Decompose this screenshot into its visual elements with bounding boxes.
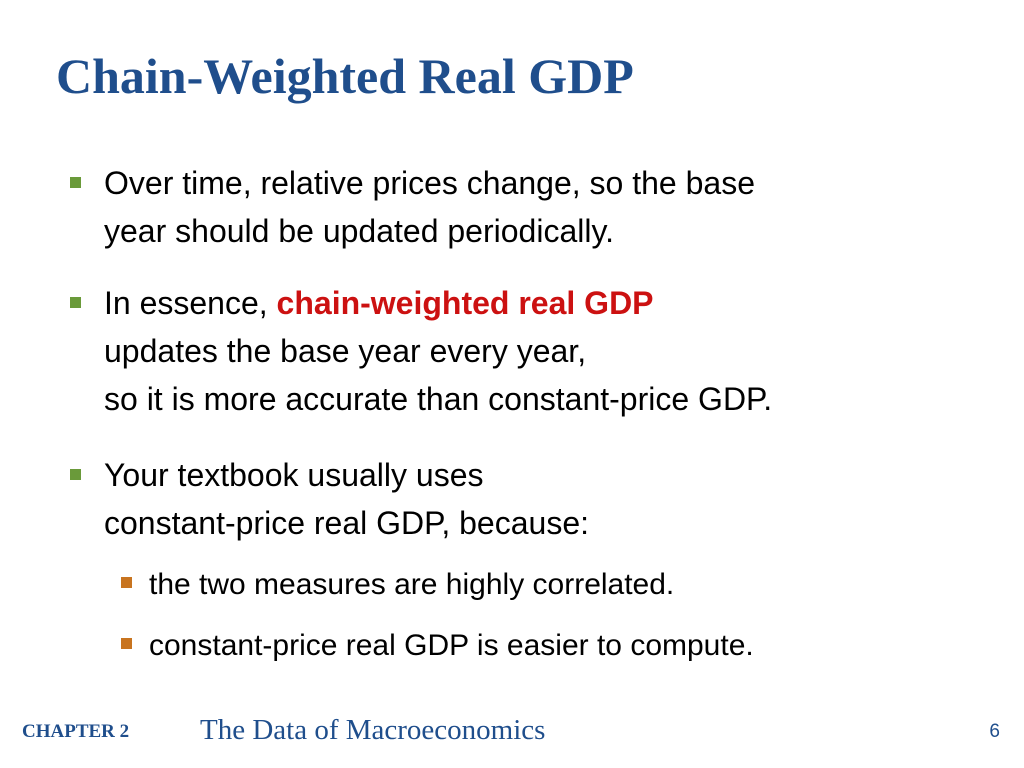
page-number: 6 [989, 721, 1000, 742]
bullet-item: In essence, chain-weighted real GDP upda… [70, 279, 773, 423]
slide-title: Chain-Weighted Real GDP [56, 48, 634, 104]
slide-body: Over time, relative prices change, so th… [70, 159, 773, 668]
footer-book-title: The Data of Macroeconomics [200, 714, 546, 746]
bullet-text-line: Over time, relative prices change, so th… [104, 165, 755, 201]
sub-bullet-text: the two measures are highly correlated. [149, 568, 675, 601]
sub-bullet-square-icon [121, 577, 132, 588]
bullet-text-line: In essence, chain-weighted real GDP [104, 279, 772, 327]
sub-bullet-text: constant-price real GDP is easier to com… [149, 629, 754, 662]
bullet-text-line: year should be updated periodically. [104, 213, 614, 249]
bullet-square-icon [70, 177, 81, 188]
bullet-square-icon [70, 297, 81, 308]
bullet-text-line: constant-price real GDP, because: [104, 505, 589, 541]
bullet-square-icon [70, 469, 81, 480]
bullet-text-line: Your textbook usually uses [104, 457, 484, 493]
bullet-item: Over time, relative prices change, so th… [70, 159, 755, 255]
bullet-item: Your textbook usually uses constant-pric… [70, 451, 589, 547]
bullet-text-prefix: In essence, [104, 285, 277, 321]
bullet-text-line: so it is more accurate than constant-pri… [104, 381, 773, 417]
sub-bullet-square-icon [121, 638, 132, 649]
highlighted-term: chain-weighted real GDP [276, 285, 654, 321]
sub-bullet-item: constant-price real GDP is easier to com… [121, 624, 754, 668]
footer-chapter-label: CHAPTER 2 [22, 721, 130, 742]
sub-bullet-item: the two measures are highly correlated. [121, 563, 675, 607]
bullet-text-line: updates the base year every year, [104, 333, 587, 369]
